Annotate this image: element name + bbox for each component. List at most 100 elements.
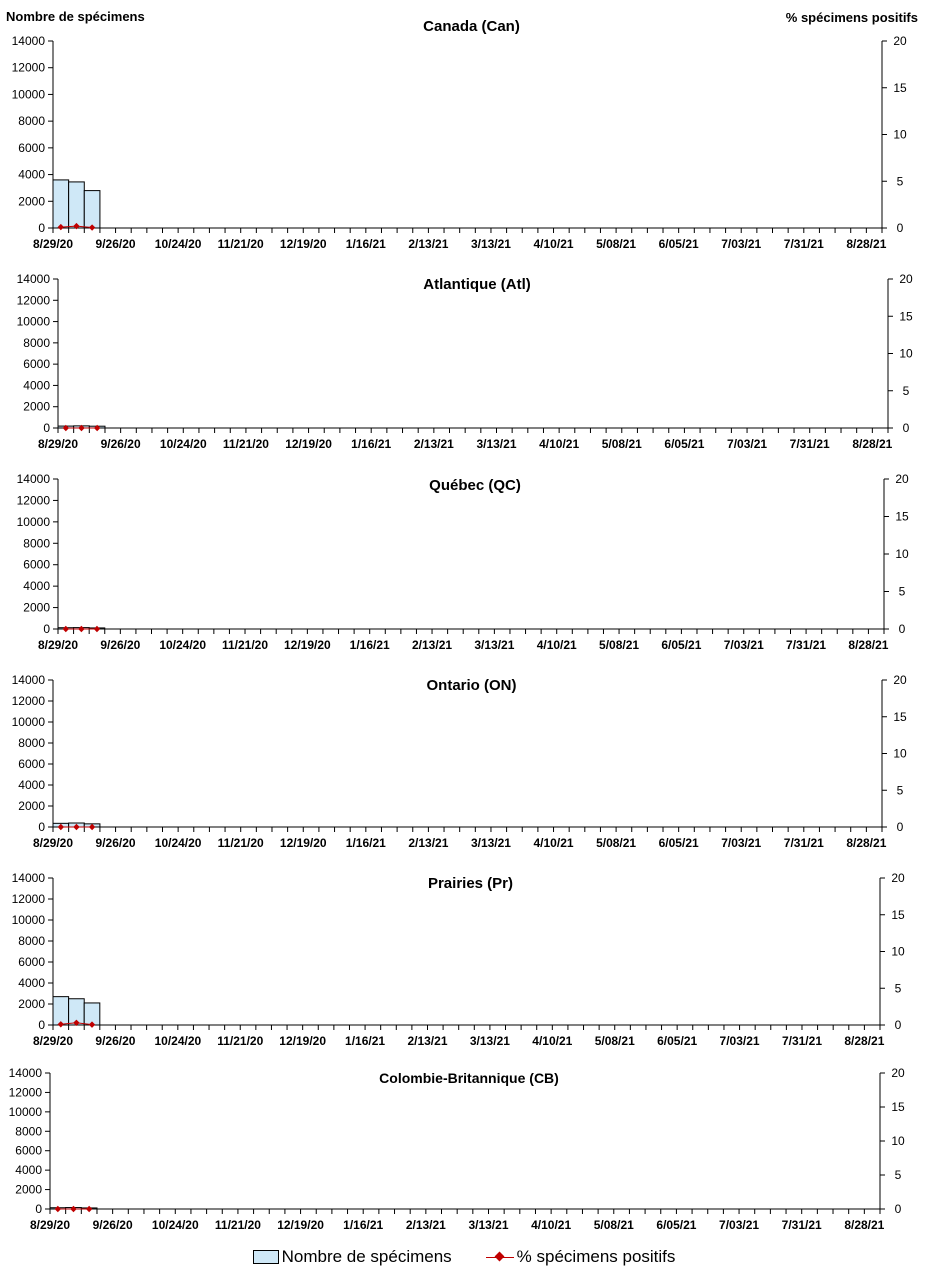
y-tick-label-right: 15 (893, 81, 907, 95)
y-tick-label-right: 10 (895, 547, 909, 561)
y-tick-label-left: 4000 (23, 579, 50, 593)
y-tick-label-left: 4000 (23, 378, 50, 392)
y-tick-label-left: 12000 (9, 1085, 43, 1099)
y-tick-label-left: 6000 (18, 757, 45, 771)
x-tick-label: 2/13/21 (406, 1218, 446, 1232)
x-tick-label: 3/13/21 (470, 1034, 510, 1048)
x-tick-label: 10/24/20 (155, 237, 202, 251)
x-tick-label: 7/31/21 (782, 1034, 822, 1048)
legend-bar-swatch (252, 1250, 279, 1264)
x-tick-label: 1/16/21 (350, 638, 390, 652)
x-tick-label: 8/28/21 (844, 1218, 884, 1232)
chart-panel-3: Québec (QC) 0 2000 4000 6000 8000 10000 12000 14… (17, 472, 909, 652)
x-tick-label: 2/13/21 (408, 836, 448, 850)
x-tick-label: 3/13/21 (471, 836, 511, 850)
y-tick-label-left: 8000 (18, 114, 45, 128)
x-tick-label: 3/13/21 (474, 638, 514, 652)
y-tick-label-right: 10 (899, 347, 913, 361)
x-tick-label: 4/10/21 (534, 836, 574, 850)
x-tick-label: 9/26/20 (93, 1218, 133, 1232)
y-tick-label-right: 20 (891, 1066, 905, 1080)
y-tick-label-left: 2000 (18, 194, 45, 208)
y-tick-label-left: 0 (38, 1018, 45, 1032)
y-tick-label-left: 2000 (18, 799, 45, 813)
x-tick-label: 8/29/20 (33, 1034, 73, 1048)
x-tick-label: 11/21/20 (218, 237, 264, 251)
x-tick-label: 9/26/20 (100, 638, 140, 652)
y-tick-label-left: 14000 (12, 673, 46, 687)
y-tick-label-right: 20 (899, 272, 913, 286)
y-tick-label-left: 10000 (9, 1105, 43, 1119)
y-tick-label-right: 5 (897, 783, 904, 797)
x-tick-label: 1/16/21 (345, 1034, 385, 1048)
y-tick-label-left: 14000 (12, 34, 46, 48)
x-tick-label: 6/05/21 (661, 638, 701, 652)
chart-panel-5: Prairies (Pr) 0 2000 4000 6000 8000 10000 12000… (12, 871, 905, 1048)
y-tick-label-left: 12000 (12, 694, 46, 708)
x-tick-label: 7/03/21 (719, 1218, 759, 1232)
y-tick-label-left: 2000 (15, 1183, 42, 1197)
y-tick-label-left: 14000 (12, 871, 46, 885)
x-tick-label: 5/08/21 (599, 638, 639, 652)
y-tick-label-left: 8000 (15, 1124, 42, 1138)
x-tick-label: 8/29/20 (38, 638, 78, 652)
positive-point (78, 424, 85, 432)
x-tick-label: 1/16/21 (346, 237, 386, 251)
x-tick-label: 3/13/21 (468, 1218, 508, 1232)
x-tick-label: 10/24/20 (155, 836, 202, 850)
x-tick-label: 11/21/20 (222, 638, 268, 652)
positive-point (73, 1019, 80, 1026)
y-tick-label-right: 5 (895, 981, 902, 995)
legend-bar-label: Nombre de spécimens (281, 1247, 452, 1266)
x-tick-label: 8/29/20 (33, 836, 73, 850)
x-tick-label: 6/05/21 (657, 1034, 697, 1048)
y-tick-label-right: 15 (899, 309, 913, 323)
x-tick-label: 4/10/21 (539, 437, 579, 451)
x-tick-label: 6/05/21 (656, 1218, 696, 1232)
x-tick-label: 8/28/21 (848, 638, 888, 652)
chart-title: Canada (Can) (423, 18, 520, 35)
y-tick-label-left: 4000 (18, 168, 45, 182)
x-tick-label: 6/05/21 (664, 437, 704, 451)
x-tick-label: 10/24/20 (154, 1034, 201, 1048)
x-tick-label: 4/10/21 (537, 638, 577, 652)
bar (83, 190, 101, 229)
y-tick-label-right: 10 (891, 1134, 905, 1148)
y-tick-label-right: 0 (897, 820, 904, 834)
x-tick-label: 2/13/21 (408, 237, 448, 251)
positive-point (57, 1021, 65, 1028)
y-tick-label-right: 0 (897, 221, 904, 235)
x-tick-label: 11/21/20 (223, 437, 269, 451)
y-tick-label-right: 15 (891, 1100, 905, 1114)
x-tick-label: 4/10/21 (534, 237, 574, 251)
x-tick-label: 12/19/20 (277, 1218, 324, 1232)
y-tick-label-left: 4000 (18, 976, 45, 990)
x-tick-label: 2/13/21 (414, 437, 454, 451)
y-tick-label-left: 8000 (23, 536, 50, 550)
positive-point (88, 1021, 96, 1028)
y-tick-label-right: 5 (899, 585, 906, 599)
y-tick-label-left: 2000 (23, 601, 50, 615)
y-tick-label-right: 5 (895, 1168, 902, 1182)
positive-point (78, 625, 85, 633)
chart-panel-6: Colombie-Britannique (CB) 0 2000 4000 6000 80… (9, 1066, 905, 1232)
y-tick-label-left: 6000 (23, 558, 50, 572)
legend-item-specimens: Nombre de spécimens (252, 1247, 452, 1267)
left-axis-title: Nombre de spécimens (6, 9, 145, 24)
y-tick-label-right: 0 (895, 1018, 902, 1032)
y-tick-label-right: 20 (893, 34, 907, 48)
x-tick-label: 7/03/21 (721, 836, 761, 850)
y-tick-label-left: 14000 (9, 1066, 43, 1080)
y-tick-label-left: 0 (38, 221, 45, 235)
y-tick-label-right: 0 (903, 421, 910, 435)
x-tick-label: 11/21/20 (217, 1034, 263, 1048)
legend-item-positive: % spécimens positifs (485, 1247, 675, 1267)
chart-panel-4: Ontario (ON) 0 2000 4000 6000 8000 10000 12000 1… (12, 673, 907, 850)
y-tick-label-left: 2000 (23, 400, 50, 414)
x-tick-label: 12/19/20 (280, 836, 327, 850)
x-tick-label: 12/19/20 (284, 638, 331, 652)
legend-line-swatch (485, 1250, 514, 1264)
y-tick-label-left: 6000 (18, 141, 45, 155)
y-tick-label-right: 0 (895, 1202, 902, 1216)
right-axis-title: % spécimens positifs (786, 10, 918, 25)
